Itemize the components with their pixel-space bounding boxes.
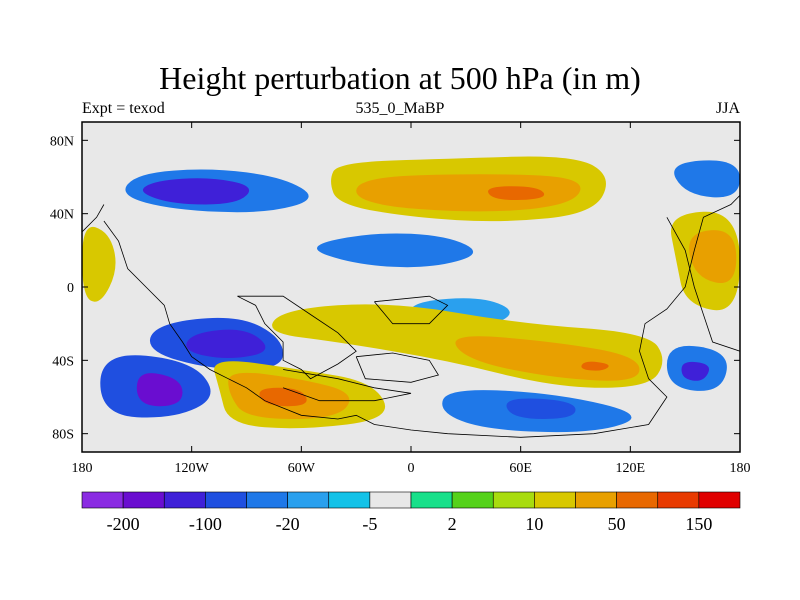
coastline [282, 369, 412, 402]
colorbar-label: 2 [448, 514, 457, 534]
x-tick-label: 120W [175, 461, 210, 476]
heatmap-field [82, 122, 740, 452]
colorbar-swatch [492, 491, 535, 509]
x-tick-label: 0 [408, 461, 415, 476]
coastline [666, 217, 740, 352]
colorbar-swatch [534, 491, 576, 509]
colorbar-swatch [328, 491, 371, 509]
x-tick-label: 120E [616, 461, 646, 476]
season-label: JJA [715, 100, 740, 117]
contour-region [317, 233, 474, 268]
run-label: 535_0_MaBP [355, 100, 445, 117]
x-tick-label: 60E [509, 461, 532, 476]
colorbar-swatch [163, 491, 206, 509]
contour-region [82, 226, 116, 302]
contour-region [488, 186, 545, 200]
colorbar-label: 150 [685, 514, 712, 534]
contour-region [259, 387, 307, 407]
coastline [82, 204, 105, 233]
contour-region [674, 160, 740, 198]
colorbar-label: -100 [189, 514, 222, 534]
colorbar: -200 -100 -20 -5 2 10 50 150 [81, 491, 741, 534]
colorbar-label: 10 [525, 514, 543, 534]
colorbar-swatch [657, 491, 700, 509]
y-tick-label: 80S [52, 428, 74, 443]
colorbar-swatch [451, 491, 494, 509]
colorbar-label: -200 [107, 514, 140, 534]
colorbar-swatch [122, 491, 165, 509]
axes: 180 120W 60W 0 60E 120E 180 80N 40N 0 40S 80S [50, 122, 751, 476]
x-tick-label: 180 [72, 461, 93, 476]
colorbar-swatch [246, 491, 288, 509]
x-tick-label: 60W [288, 461, 316, 476]
colorbar-swatch [205, 491, 247, 509]
contour-region [186, 329, 266, 359]
contour-region [581, 361, 609, 371]
contour-region [356, 174, 581, 212]
contour-region [681, 361, 710, 381]
contour-region [142, 178, 250, 205]
colorbar-swatch [575, 491, 617, 509]
x-tick-label: 180 [730, 461, 751, 476]
colorbar-swatch [81, 491, 124, 509]
chart-title: Height perturbation at 500 hPa (in m) [159, 60, 641, 96]
coastline [374, 295, 449, 325]
y-tick-label: 40S [52, 354, 74, 369]
contour-region [136, 373, 183, 407]
colorbar-swatch [410, 491, 453, 509]
experiment-label: Expt = texod [82, 100, 165, 117]
contour-region [506, 398, 576, 419]
colorbar-swatch [287, 491, 330, 509]
colorbar-swatch [616, 491, 659, 509]
colorbar-swatch [369, 491, 412, 509]
coastline [355, 352, 440, 383]
coastline [237, 295, 357, 380]
y-tick-label: 80N [50, 134, 74, 149]
colorbar-label: -20 [276, 514, 300, 534]
colorbar-swatch [698, 491, 741, 509]
y-tick-label: 40N [50, 208, 74, 223]
colorbar-label: -5 [362, 514, 377, 534]
coastlines [82, 195, 740, 438]
y-tick-label: 0 [67, 281, 74, 296]
colorbar-label: 50 [608, 514, 626, 534]
contour-region [689, 230, 737, 284]
coastline [103, 195, 740, 438]
